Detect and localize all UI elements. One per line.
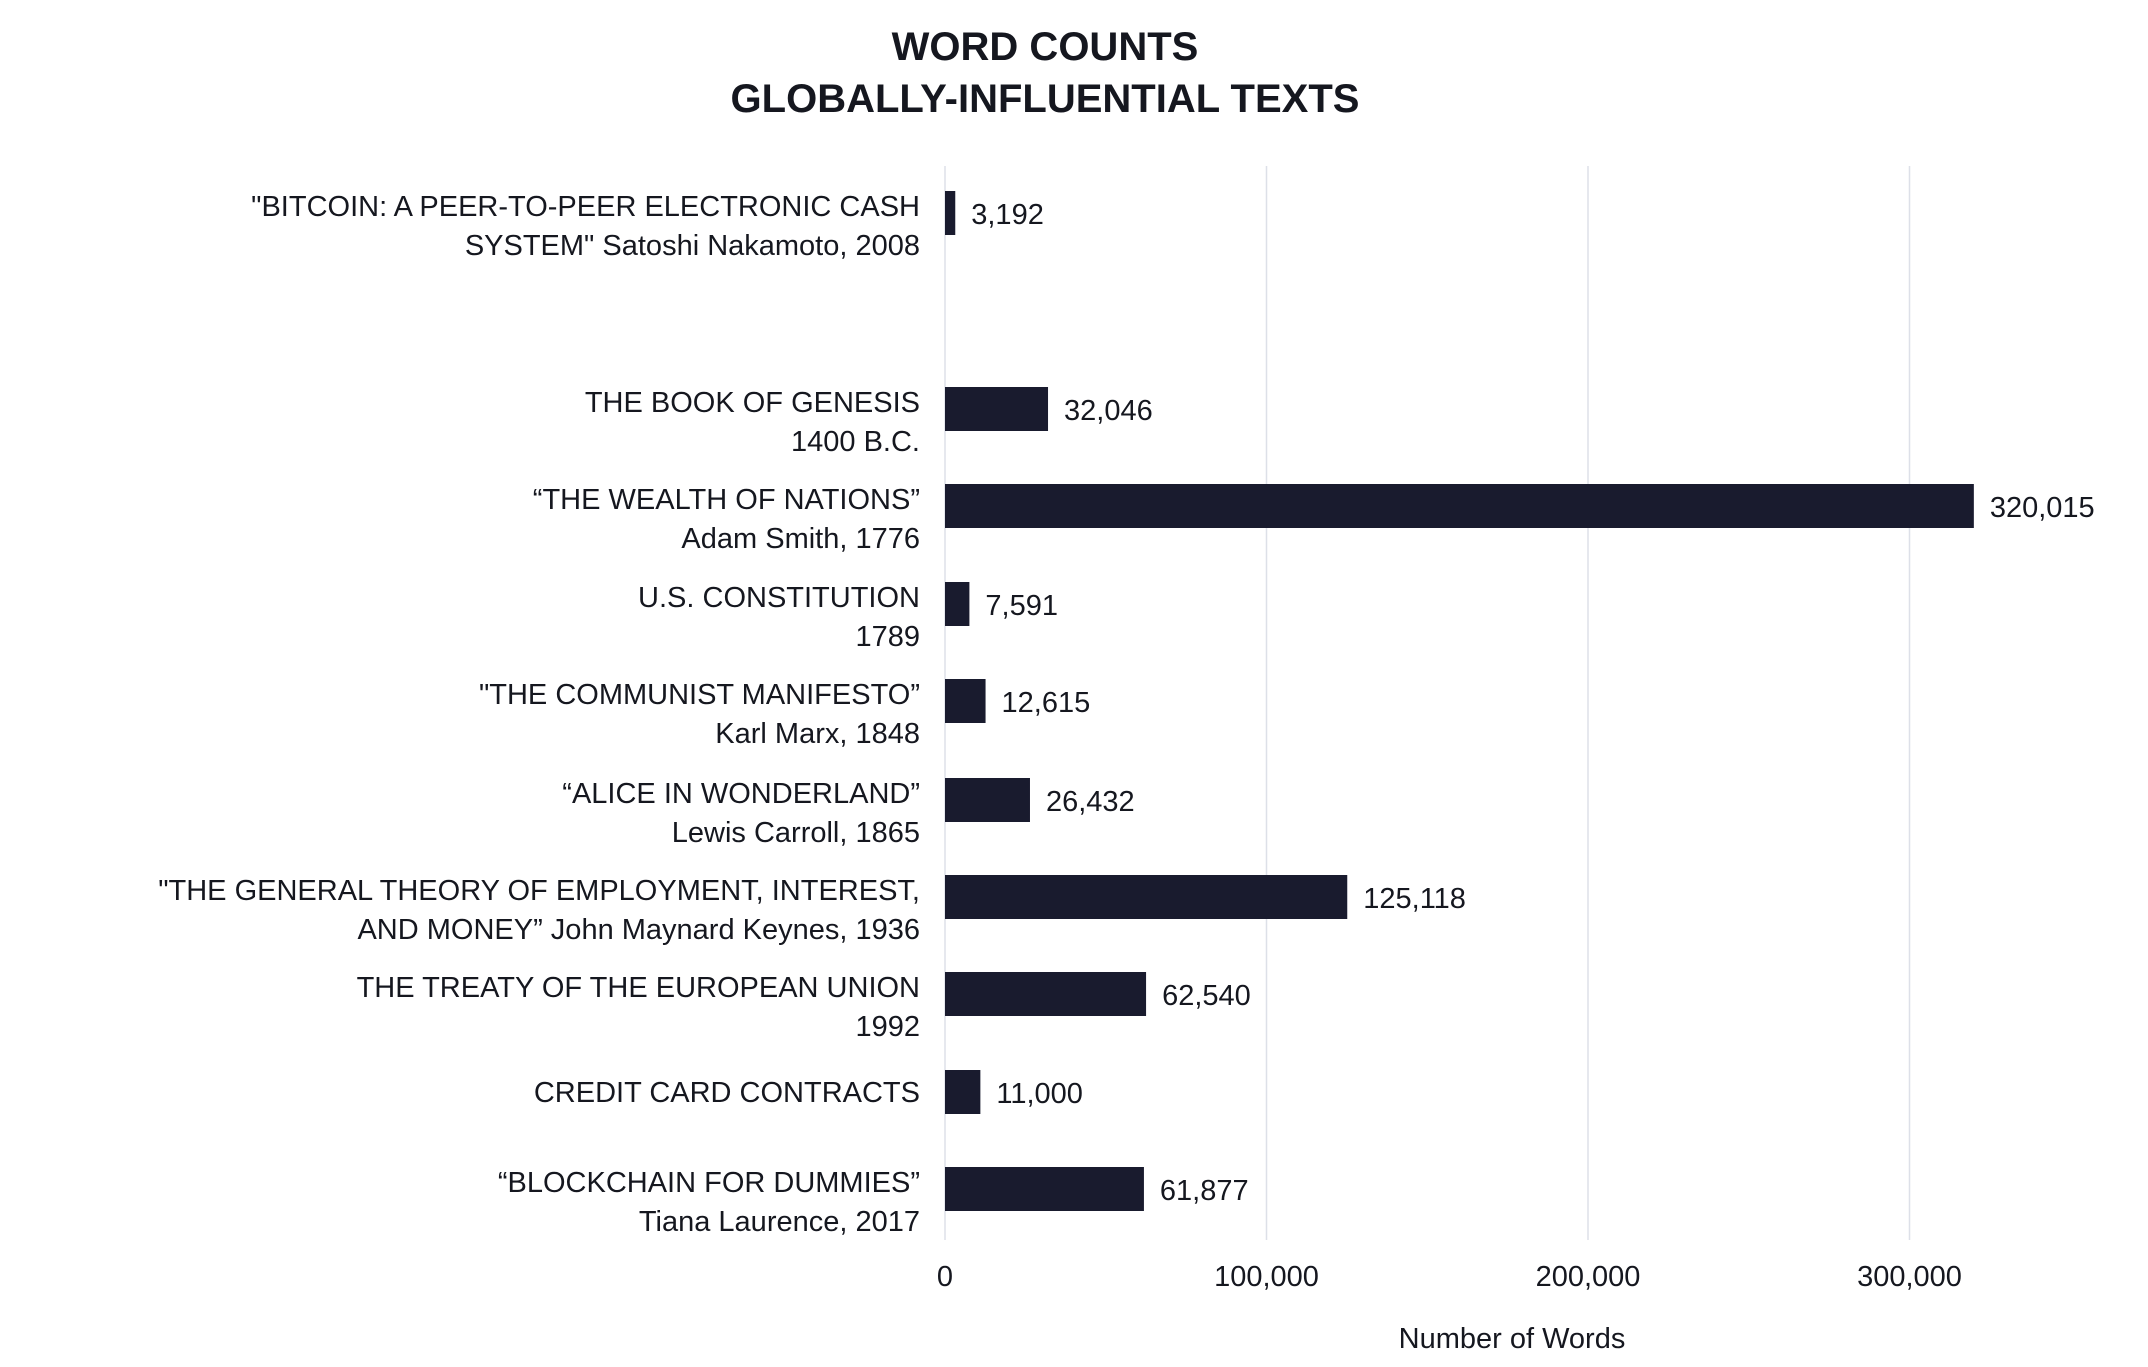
- category-label: SYSTEM" Satoshi Nakamoto, 2008: [465, 230, 920, 262]
- x-tick-label: 200,000: [1536, 1261, 1641, 1293]
- x-axis-label: Number of Words: [1399, 1323, 1626, 1355]
- category-label: THE BOOK OF GENESIS: [585, 387, 920, 419]
- data-label: 32,046: [1064, 395, 1153, 427]
- category-label: AND MONEY” John Maynard Keynes, 1936: [357, 914, 920, 946]
- category-label: "THE COMMUNIST MANIFESTO”: [479, 679, 920, 711]
- data-label: 61,877: [1160, 1175, 1249, 1207]
- category-label: "BITCOIN: A PEER-TO-PEER ELECTRONIC CASH: [251, 191, 920, 223]
- bar: [945, 875, 1348, 919]
- category-label: 1789: [855, 621, 920, 653]
- data-label: 3,192: [971, 199, 1044, 231]
- category-label: THE TREATY OF THE EUROPEAN UNION: [357, 972, 920, 1004]
- category-label: Karl Marx, 1848: [715, 718, 920, 750]
- category-label: Adam Smith, 1776: [681, 523, 920, 555]
- category-label: “THE WEALTH OF NATIONS”: [533, 484, 920, 516]
- category-label: 1992: [855, 1011, 920, 1043]
- category-label: 1400 B.C.: [791, 426, 920, 458]
- category-label: "THE GENERAL THEORY OF EMPLOYMENT, INTER…: [158, 875, 920, 907]
- bar: [945, 191, 956, 235]
- data-label: 26,432: [1046, 786, 1135, 818]
- chart-title-line-2: GLOBALLY-INFLUENTIAL TEXTS: [731, 77, 1360, 121]
- chart-title-line-1: WORD COUNTS: [892, 25, 1199, 69]
- data-label: 125,118: [1363, 883, 1466, 915]
- data-label: 7,591: [985, 590, 1058, 622]
- bar: [945, 582, 970, 626]
- category-label: “ALICE IN WONDERLAND”: [562, 778, 920, 810]
- data-label: 12,615: [1002, 687, 1091, 719]
- category-label: Tiana Laurence, 2017: [639, 1206, 920, 1238]
- bar: [945, 972, 1147, 1016]
- bar: [945, 1070, 981, 1114]
- x-tick-label: 300,000: [1857, 1261, 1962, 1293]
- bar: [945, 679, 986, 723]
- category-label: Lewis Carroll, 1865: [672, 817, 920, 849]
- x-tick-label: 100,000: [1214, 1261, 1319, 1293]
- bar: [945, 778, 1030, 822]
- bar: [945, 1167, 1144, 1211]
- bar: [945, 387, 1049, 431]
- data-label: 320,015: [1990, 492, 2095, 524]
- data-label: 62,540: [1162, 980, 1251, 1012]
- x-tick-label: 0: [937, 1261, 953, 1293]
- category-label: “BLOCKCHAIN FOR DUMMIES”: [498, 1167, 920, 1199]
- category-label: CREDIT CARD CONTRACTS: [534, 1077, 920, 1109]
- bar: [945, 484, 1974, 528]
- category-label: U.S. CONSTITUTION: [638, 582, 920, 614]
- data-label: 11,000: [996, 1078, 1083, 1110]
